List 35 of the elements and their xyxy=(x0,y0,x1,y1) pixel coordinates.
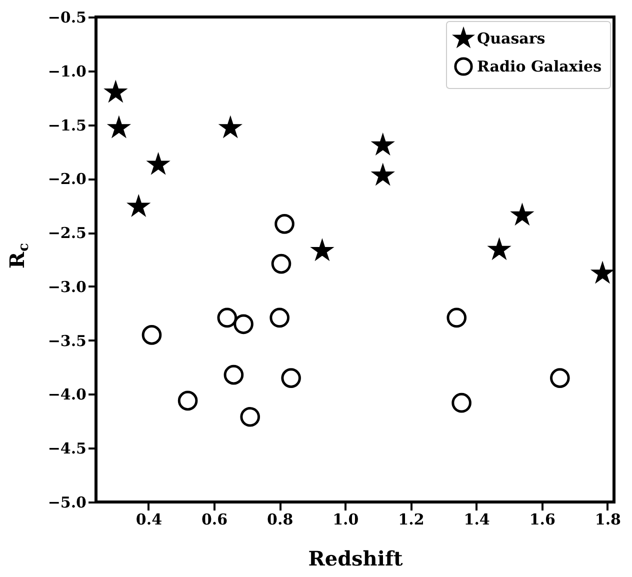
x-tick-label: 1.0 xyxy=(332,510,359,528)
y-tick-label: −2.5 xyxy=(48,224,86,242)
legend-label: Radio Galaxies xyxy=(477,58,602,76)
x-tick-label: 0.6 xyxy=(201,510,228,528)
x-tick-label: 1.6 xyxy=(529,510,556,528)
y-tick-label: −2.0 xyxy=(48,170,86,188)
y-axis-title: Rc xyxy=(5,242,32,268)
point xyxy=(271,254,292,274)
y-tick-label: −1.0 xyxy=(48,62,86,80)
point xyxy=(550,368,570,388)
y-tick-label: −3.5 xyxy=(48,332,86,350)
x-tick-label: 1.2 xyxy=(398,510,424,528)
y-tick-label: −4.0 xyxy=(48,386,86,404)
point xyxy=(240,406,260,427)
y-tick-label: −4.5 xyxy=(48,440,86,458)
point xyxy=(270,308,290,328)
y-tick-label: −3.0 xyxy=(48,278,86,296)
point xyxy=(234,314,254,334)
legend-label: Quasars xyxy=(477,30,546,48)
point xyxy=(217,308,238,328)
point xyxy=(281,368,301,388)
point xyxy=(178,390,198,411)
y-tick-label: −0.5 xyxy=(48,8,86,26)
point xyxy=(224,364,244,385)
x-tick-label: 1.4 xyxy=(464,510,490,528)
point xyxy=(142,325,162,345)
x-tick-label: 0.4 xyxy=(136,510,162,528)
point xyxy=(446,308,467,328)
y-tick-label: −5.0 xyxy=(48,494,86,512)
x-tick-label: 0.8 xyxy=(267,510,294,528)
point xyxy=(274,214,294,234)
x-tick-label: 1.8 xyxy=(594,510,621,528)
x-axis-title: Redshift xyxy=(308,546,404,570)
y-tick-label: −1.5 xyxy=(48,116,86,134)
point xyxy=(452,392,472,413)
